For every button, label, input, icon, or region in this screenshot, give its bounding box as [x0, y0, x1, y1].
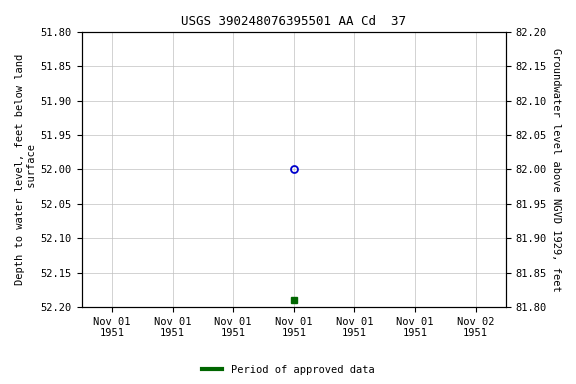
Title: USGS 390248076395501 AA Cd  37: USGS 390248076395501 AA Cd 37: [181, 15, 406, 28]
Y-axis label: Groundwater level above NGVD 1929, feet: Groundwater level above NGVD 1929, feet: [551, 48, 561, 291]
Y-axis label: Depth to water level, feet below land
 surface: Depth to water level, feet below land su…: [15, 54, 37, 285]
Legend: Period of approved data: Period of approved data: [198, 361, 378, 379]
